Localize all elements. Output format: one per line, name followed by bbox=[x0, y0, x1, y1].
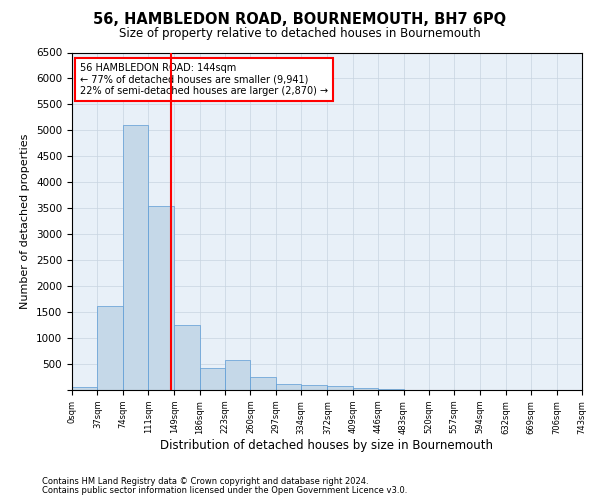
Bar bbox=[328, 386, 353, 390]
Bar bbox=[276, 384, 301, 390]
Bar bbox=[123, 125, 148, 390]
Bar bbox=[174, 325, 200, 390]
Bar bbox=[353, 388, 378, 390]
Text: 56 HAMBLEDON ROAD: 144sqm
← 77% of detached houses are smaller (9,941)
22% of se: 56 HAMBLEDON ROAD: 144sqm ← 77% of detac… bbox=[80, 62, 328, 96]
Bar bbox=[250, 377, 276, 390]
Bar bbox=[200, 368, 225, 390]
Text: Size of property relative to detached houses in Bournemouth: Size of property relative to detached ho… bbox=[119, 28, 481, 40]
Text: 56, HAMBLEDON ROAD, BOURNEMOUTH, BH7 6PQ: 56, HAMBLEDON ROAD, BOURNEMOUTH, BH7 6PQ bbox=[94, 12, 506, 28]
Bar bbox=[97, 306, 123, 390]
Bar bbox=[148, 206, 174, 390]
Bar bbox=[225, 360, 250, 390]
Bar bbox=[301, 385, 328, 390]
Text: Contains public sector information licensed under the Open Government Licence v3: Contains public sector information licen… bbox=[42, 486, 407, 495]
X-axis label: Distribution of detached houses by size in Bournemouth: Distribution of detached houses by size … bbox=[161, 439, 493, 452]
Text: Contains HM Land Registry data © Crown copyright and database right 2024.: Contains HM Land Registry data © Crown c… bbox=[42, 477, 368, 486]
Y-axis label: Number of detached properties: Number of detached properties bbox=[20, 134, 31, 309]
Bar bbox=[72, 388, 97, 390]
